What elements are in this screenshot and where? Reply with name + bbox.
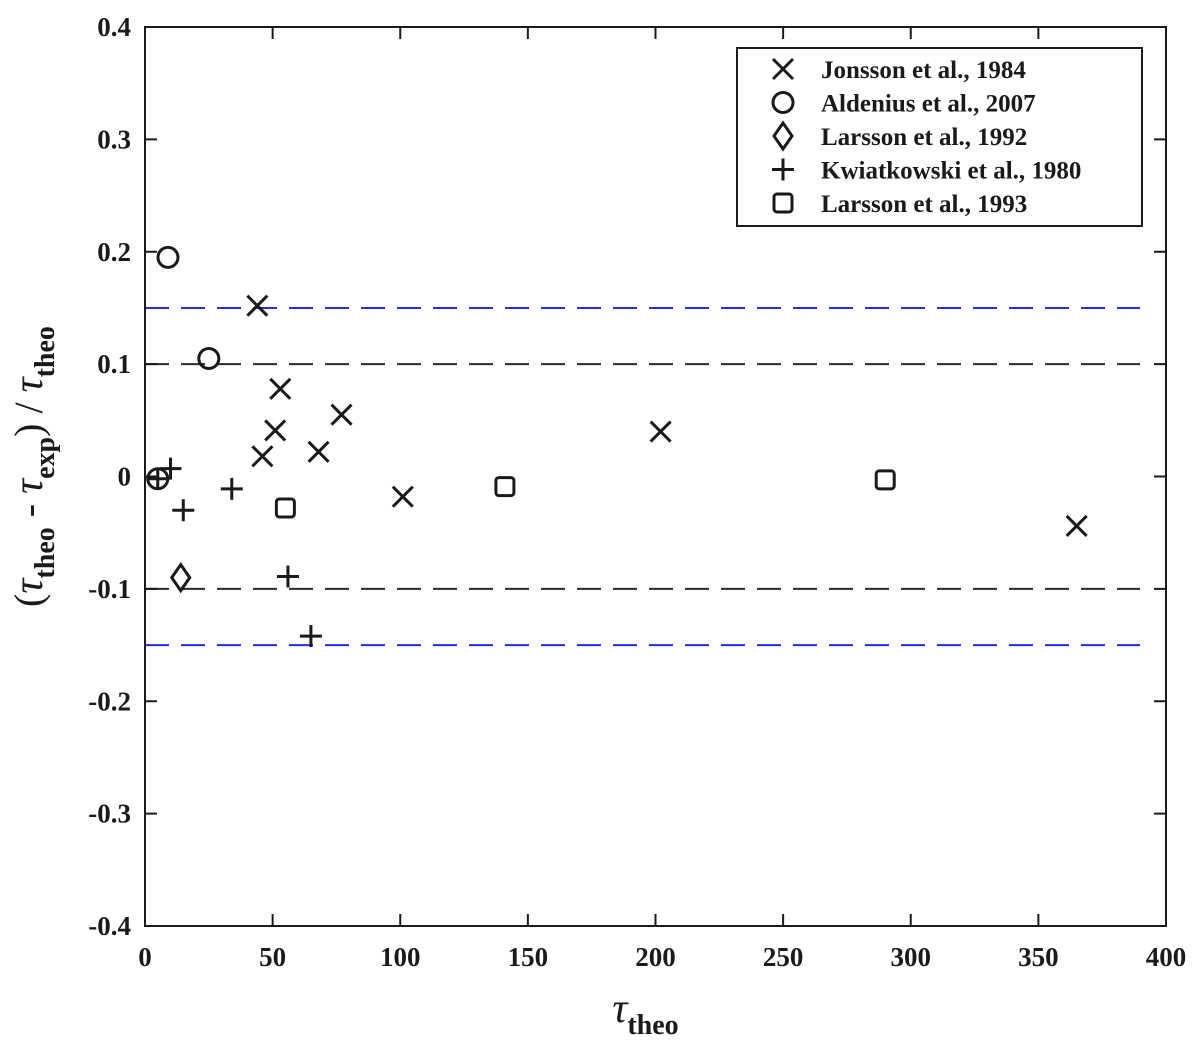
data-markers xyxy=(146,245,1088,648)
y-tick-label: -0.4 xyxy=(88,911,131,941)
data-point-plus xyxy=(220,477,243,500)
legend-label: Jonsson et al., 1984 xyxy=(821,57,1026,84)
data-point-plus xyxy=(172,499,195,522)
legend-label: Larsson et al., 1992 xyxy=(821,124,1027,151)
y-tick-label: 0 xyxy=(118,462,132,492)
x-axis-label-symbol: τ xyxy=(612,986,629,1032)
legend-marker-circle xyxy=(771,91,795,114)
legend-label: Aldenius et al., 2007 xyxy=(821,91,1036,118)
legend-marker-x xyxy=(771,57,795,81)
y-axis-label-symbol-2: τ xyxy=(6,477,52,494)
legend-box xyxy=(736,47,1143,227)
y-axis-label-symbol-3: τ xyxy=(6,375,52,392)
data-point-square xyxy=(494,476,516,498)
x-tick-label: 400 xyxy=(1146,942,1187,972)
y-tick-label: 0.3 xyxy=(97,124,131,154)
data-point-x xyxy=(264,419,287,442)
x-axis-label-subscript: theo xyxy=(627,1010,678,1041)
data-point-plus xyxy=(159,457,182,480)
x-axis-label: τtheo xyxy=(612,986,678,1041)
legend-label: Larsson et al., 1993 xyxy=(821,191,1027,218)
legend-marker-plus xyxy=(772,158,794,181)
data-point-plus xyxy=(276,565,299,588)
x-tick-label: 100 xyxy=(380,942,421,972)
data-point-x xyxy=(330,403,353,426)
data-point-diamond xyxy=(169,562,192,594)
data-point-square xyxy=(874,469,896,491)
x-tick-label: 0 xyxy=(138,942,152,972)
data-point-circle xyxy=(197,347,221,371)
y-axis-label: (τtheo - τexp) / τtheo xyxy=(6,326,61,607)
y-axis-label-symbol-1: τ xyxy=(6,577,52,594)
y-axis-label-subscript-2: exp xyxy=(30,437,61,479)
data-point-plus xyxy=(146,467,169,490)
data-point-x xyxy=(391,485,414,508)
y-tick-label: -0.2 xyxy=(88,686,131,716)
data-point-x xyxy=(307,440,330,463)
data-point-circle xyxy=(156,245,180,269)
x-tick-label: 200 xyxy=(635,942,676,972)
y-tick-label: 0.4 xyxy=(97,12,131,42)
y-tick-label: 0.2 xyxy=(97,237,131,267)
y-axis-label-subscript-3: theo xyxy=(30,326,61,377)
y-axis-label-open: ( xyxy=(6,594,51,607)
x-tick-label: 300 xyxy=(891,942,932,972)
data-point-x xyxy=(649,420,672,443)
y-axis-label-minus: - xyxy=(6,494,51,527)
x-tick-label: 250 xyxy=(763,942,804,972)
data-point-x xyxy=(269,377,292,400)
data-point-plus xyxy=(299,625,322,648)
y-tick-label: -0.1 xyxy=(88,574,131,604)
legend-marker-square xyxy=(772,192,794,214)
x-tick-label: 350 xyxy=(1018,942,1059,972)
data-point-x xyxy=(1065,514,1088,538)
axis-ticks xyxy=(144,26,1167,927)
legend-label: Kwiatkowski et al., 1980 xyxy=(821,158,1081,185)
legend-marker-diamond xyxy=(772,120,794,152)
y-tick-label: -0.3 xyxy=(88,799,131,829)
y-tick-label: 0.1 xyxy=(97,349,131,379)
reference-lines xyxy=(145,306,1140,647)
x-tick-label: 50 xyxy=(259,942,286,972)
legend: Jonsson et al., 1984 Aldenius et al., 200… xyxy=(736,47,1143,227)
data-point-square xyxy=(274,497,296,519)
y-axis-label-close: ) / xyxy=(6,392,51,436)
data-point-x xyxy=(251,445,274,468)
y-axis-label-subscript-1: theo xyxy=(30,527,61,578)
axis-tick-labels: 0 50 100 150 200 250 300 350 400 -0.4 -0.3 -0.2 -0.1… xyxy=(88,12,1186,972)
data-point-x xyxy=(246,294,269,317)
x-tick-label: 150 xyxy=(508,942,549,972)
